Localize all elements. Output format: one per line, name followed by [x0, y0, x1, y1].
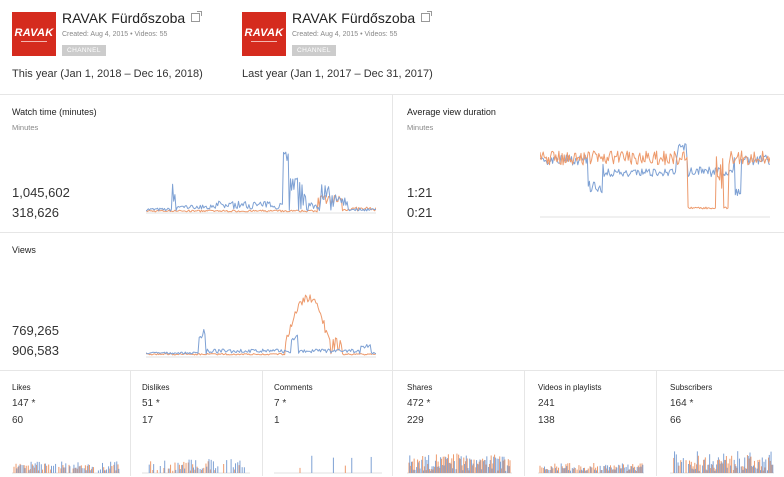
channel-card-last-year[interactable]: RAVAK RAVAK Fürdőszoba Created: Aug 4, 2… [242, 10, 462, 90]
channel-meta: Created: Aug 4, 2015 • Videos: 55 [292, 31, 398, 38]
value-this-year: 1:21 [407, 185, 433, 200]
metric-title: Views [12, 245, 36, 255]
value-this-year: 241 [538, 398, 555, 409]
metric-title: Comments [274, 383, 313, 392]
value-this-year: 147 * [12, 398, 36, 409]
value-this-year: 769,265 [12, 323, 59, 338]
metric-card-shares[interactable]: Shares 472 * 229 [392, 370, 524, 476]
logo-underline [21, 40, 47, 42]
metric-title: Watch time (minutes) [12, 107, 97, 117]
channel-name-link[interactable]: RAVAK Fürdőszoba [62, 10, 203, 26]
external-link-icon[interactable] [421, 11, 433, 22]
logo-underline [251, 40, 277, 42]
shares-sparkline [407, 453, 512, 474]
value-last-year: 318,626 [12, 205, 59, 220]
avd-last-year-line [540, 150, 770, 210]
metric-title: Dislikes [142, 383, 170, 392]
value-this-year: 7 * [274, 398, 287, 409]
metric-card-likes[interactable]: Likes 147 * 60 [0, 370, 130, 476]
value-last-year: 138 [538, 415, 555, 426]
metric-unit: Minutes [407, 123, 434, 132]
period-label: This year (Jan 1, 2018 – Dec 16, 2018) [12, 68, 203, 80]
grid-divider [392, 370, 393, 476]
channel-name[interactable]: RAVAK Fürdőszoba [62, 10, 186, 26]
external-link-icon[interactable] [191, 11, 203, 22]
watch-time-last-year-line [146, 195, 376, 213]
metric-card-videos-in-playlists[interactable]: Videos in playlists 241 138 [524, 370, 656, 476]
metric-title: Likes [12, 383, 31, 392]
channel-name-link[interactable]: RAVAK Fürdőszoba [292, 10, 433, 26]
average-view-duration-sparkline [540, 143, 770, 218]
metric-unit: Minutes [12, 123, 39, 132]
channel-name[interactable]: RAVAK Fürdőszoba [292, 10, 416, 26]
comments-sparkline [274, 455, 382, 474]
channel-logo[interactable]: RAVAK [242, 12, 286, 56]
logo-text: RAVAK [244, 26, 284, 39]
value-last-year: 229 [407, 415, 424, 426]
empty-cell [392, 232, 784, 370]
value-last-year: 17 [142, 415, 154, 426]
value-this-year: 164 * [670, 398, 694, 409]
channel-card-this-year[interactable]: RAVAK RAVAK Fürdőszoba Created: Aug 4, 2… [12, 10, 232, 90]
views-sparkline [146, 294, 376, 358]
views-this-year-line [146, 329, 376, 355]
videos-in-playlists-sparkline [538, 463, 644, 474]
avd-this-year-line [540, 143, 770, 196]
period-label: Last year (Jan 1, 2017 – Dec 31, 2017) [242, 68, 433, 80]
value-last-year: 60 [12, 415, 24, 426]
value-this-year: 51 * [142, 398, 160, 409]
metric-card-subscribers[interactable]: Subscribers 164 * 66 [656, 370, 784, 476]
metric-title: Videos in playlists [538, 383, 602, 392]
likes-sparkline [12, 461, 120, 474]
grid-divider [656, 370, 657, 476]
subscribers-sparkline [670, 451, 774, 474]
metric-card-watch-time[interactable]: Watch time (minutes) Minutes 1,045,602 3… [0, 94, 392, 232]
grid-divider [262, 370, 263, 476]
metric-title: Subscribers [670, 383, 713, 392]
metric-card-views[interactable]: Views 769,265 906,583 [0, 232, 392, 370]
value-this-year: 472 * [407, 398, 431, 409]
value-this-year: 1,045,602 [12, 185, 70, 200]
channel-meta: Created: Aug 4, 2015 • Videos: 55 [62, 31, 168, 38]
value-last-year: 0:21 [407, 205, 433, 220]
comparison-header: RAVAK RAVAK Fürdőszoba Created: Aug 4, 2… [0, 0, 784, 94]
value-last-year: 66 [670, 415, 682, 426]
value-last-year: 906,583 [12, 343, 59, 358]
watch-time-sparkline [146, 151, 376, 214]
channel-badge: CHANNEL [62, 45, 106, 56]
metric-card-comments[interactable]: Comments 7 * 1 [262, 370, 392, 476]
metric-card-dislikes[interactable]: Dislikes 51 * 17 [130, 370, 262, 476]
grid-divider [130, 370, 131, 476]
channel-badge: CHANNEL [292, 45, 336, 56]
logo-text: RAVAK [14, 26, 54, 39]
dislikes-sparkline [142, 459, 250, 474]
grid-divider [524, 370, 525, 476]
watch-time-this-year-line [146, 151, 376, 212]
views-last-year-line [146, 294, 376, 356]
metric-title: Average view duration [407, 107, 496, 117]
value-last-year: 1 [274, 415, 280, 426]
channel-logo[interactable]: RAVAK [12, 12, 56, 56]
metric-title: Shares [407, 383, 433, 392]
metric-card-average-view-duration[interactable]: Average view duration Minutes 1:21 0:21 [392, 94, 784, 232]
